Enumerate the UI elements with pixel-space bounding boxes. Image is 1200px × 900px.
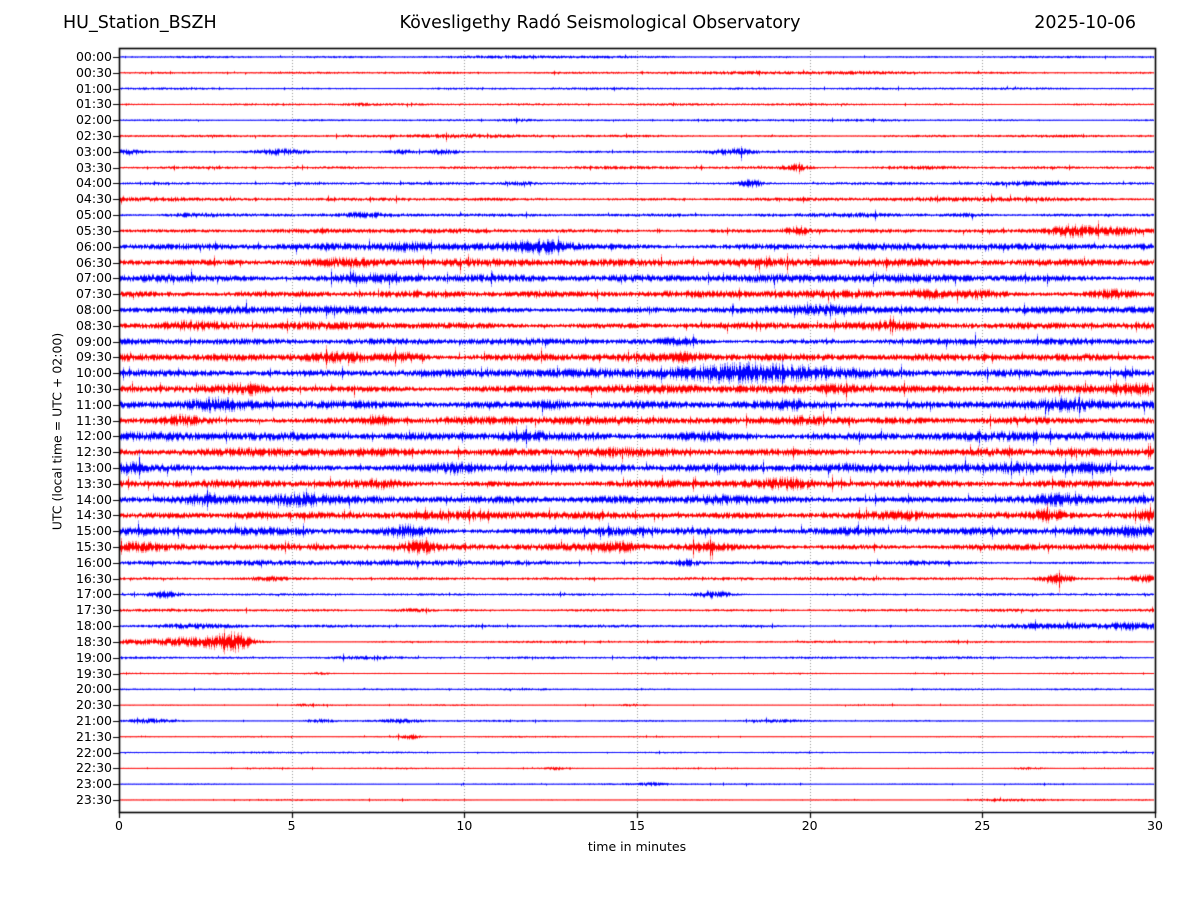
ytick-20:30: 20:30 <box>75 697 112 713</box>
ytick-07:30: 07:30 <box>75 286 112 302</box>
ytick-03:00: 03:00 <box>75 143 112 159</box>
ytick-04:30: 04:30 <box>75 191 112 207</box>
ytick-06:30: 06:30 <box>75 254 112 270</box>
ytick-17:30: 17:30 <box>75 602 112 618</box>
ytick-14:00: 14:00 <box>75 491 112 507</box>
ytick-02:00: 02:00 <box>75 112 112 128</box>
xtick-10: 10 <box>456 818 473 833</box>
observatory-title: Kövesligethy Radó Seismological Observat… <box>399 13 801 33</box>
ytick-12:30: 12:30 <box>75 444 112 460</box>
xtick-20: 20 <box>801 818 818 833</box>
xtick-0: 0 <box>115 818 123 833</box>
ytick-12:00: 12:00 <box>75 428 112 444</box>
ytick-01:00: 01:00 <box>75 80 112 96</box>
ytick-10:00: 10:00 <box>75 365 112 381</box>
ytick-05:30: 05:30 <box>75 222 112 238</box>
ytick-04:00: 04:00 <box>75 175 112 191</box>
ytick-21:00: 21:00 <box>75 712 112 728</box>
ytick-10:30: 10:30 <box>75 380 112 396</box>
plot-date: 2025-10-06 <box>1034 13 1136 33</box>
ytick-00:30: 00:30 <box>75 64 112 80</box>
ytick-03:30: 03:30 <box>75 159 112 175</box>
ytick-18:30: 18:30 <box>75 633 112 649</box>
ytick-11:00: 11:00 <box>75 396 112 412</box>
ytick-05:00: 05:00 <box>75 207 112 223</box>
ytick-19:00: 19:00 <box>75 649 112 665</box>
ytick-02:30: 02:30 <box>75 128 112 144</box>
ytick-06:00: 06:00 <box>75 238 112 254</box>
xtick-30: 30 <box>1147 818 1163 833</box>
ytick-09:00: 09:00 <box>75 333 112 349</box>
ytick-11:30: 11:30 <box>75 412 112 428</box>
ytick-08:00: 08:00 <box>75 301 112 317</box>
ytick-00:00: 00:00 <box>75 49 112 64</box>
ytick-22:30: 22:30 <box>75 760 112 776</box>
ytick-13:00: 13:00 <box>75 460 112 475</box>
ytick-16:00: 16:00 <box>75 554 112 570</box>
ytick-14:30: 14:30 <box>75 507 112 523</box>
ytick-15:30: 15:30 <box>75 539 112 555</box>
ytick-17:00: 17:00 <box>75 586 112 602</box>
ytick-22:00: 22:00 <box>75 744 112 760</box>
ytick-15:00: 15:00 <box>75 523 112 539</box>
ytick-20:00: 20:00 <box>75 681 112 697</box>
ytick-16:30: 16:30 <box>75 570 112 586</box>
ytick-09:30: 09:30 <box>75 349 112 365</box>
ytick-01:30: 01:30 <box>75 96 112 112</box>
ytick-13:30: 13:30 <box>75 475 112 491</box>
ytick-23:30: 23:30 <box>75 791 112 807</box>
station-title: HU_Station_BSZH <box>63 13 217 33</box>
ytick-18:00: 18:00 <box>75 618 112 634</box>
x-axis-label: time in minutes <box>587 839 687 854</box>
ytick-08:30: 08:30 <box>75 317 112 333</box>
xtick-25: 25 <box>974 818 991 833</box>
xtick-15: 15 <box>629 818 645 833</box>
xtick-5: 5 <box>287 818 296 833</box>
ytick-19:30: 19:30 <box>75 665 112 681</box>
ytick-21:30: 21:30 <box>75 728 112 744</box>
ytick-07:00: 07:00 <box>75 270 112 286</box>
y-axis-label: UTC (local time = UTC + 02:00) <box>49 332 65 531</box>
ytick-23:00: 23:00 <box>75 776 112 792</box>
